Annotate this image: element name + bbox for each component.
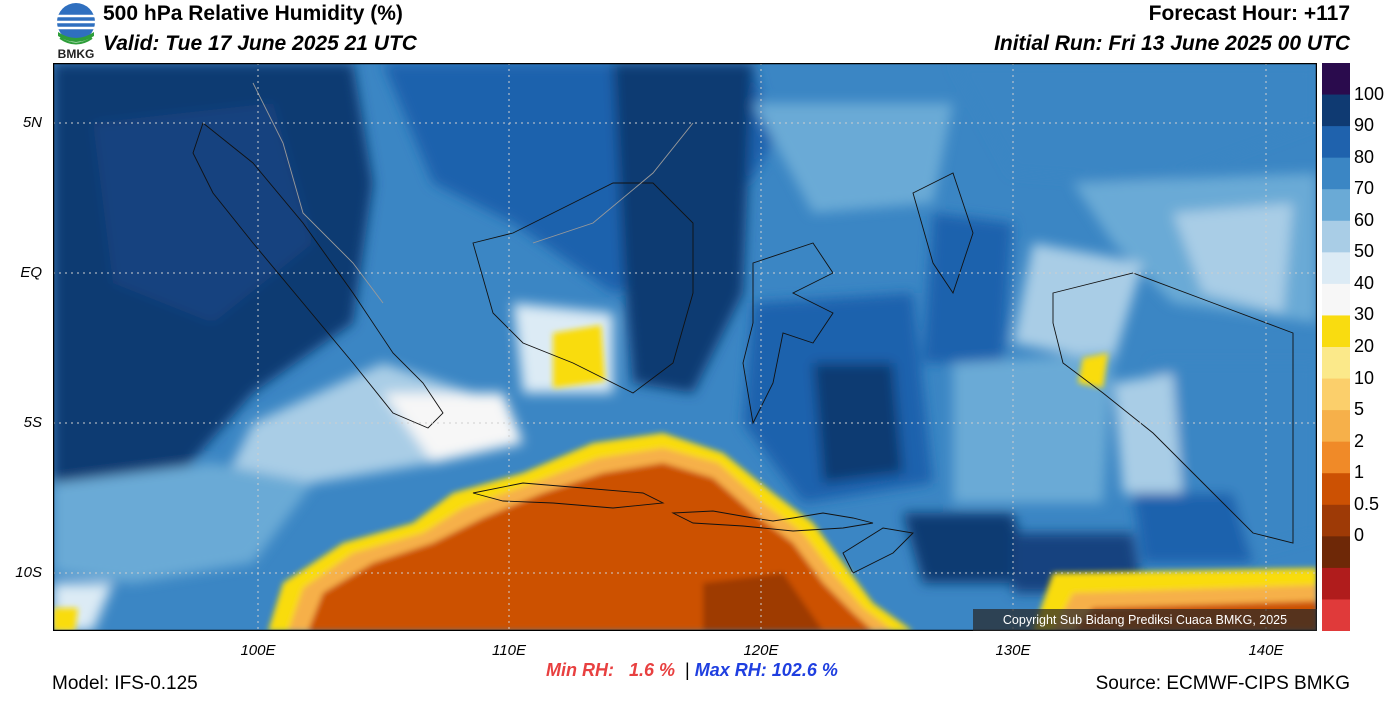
- colorbar-label: 5: [1354, 399, 1365, 420]
- colorbar-label: 0.5: [1354, 493, 1380, 514]
- colorbar-swatch: [1322, 189, 1350, 222]
- lon-label-140e: 140E: [1248, 642, 1284, 659]
- initial-run: Initial Run: Fri 13 June 2025 00 UTC: [994, 32, 1350, 55]
- min-rh-label: Min RH:: [546, 660, 614, 680]
- colorbar-swatch: [1322, 252, 1350, 285]
- min-rh-value: 1.6 %: [629, 660, 676, 680]
- source-label: Source: ECMWF-CIPS BMKG: [1095, 673, 1350, 694]
- colorbar-swatch: [1322, 63, 1350, 96]
- lat-label-5s: 5S: [23, 414, 42, 431]
- lon-label-130e: 130E: [995, 642, 1031, 659]
- lon-label-110e: 110E: [492, 642, 526, 659]
- lon-label-100e: 100E: [240, 642, 276, 659]
- colorbar-label: 0: [1354, 525, 1365, 546]
- lat-label-eq: EQ: [20, 264, 42, 281]
- colorbar-swatch: [1322, 567, 1350, 600]
- colorbar-swatch: [1322, 220, 1350, 253]
- colorbar-label: 100: [1354, 83, 1385, 104]
- chart-title: 500 hPa Relative Humidity (%): [103, 2, 403, 25]
- colorbar-label: 50: [1354, 241, 1375, 262]
- colorbar-label: 2: [1354, 430, 1365, 451]
- coastlines: [192, 122, 1294, 574]
- bmkg-logo: BMKG: [57, 3, 95, 60]
- colorbar-label: 1: [1354, 462, 1365, 483]
- lat-label-10s: 10S: [15, 564, 42, 581]
- lon-label-120e: 120E: [743, 642, 779, 659]
- colorbar-swatch: [1322, 536, 1350, 569]
- colorbar-swatch: [1322, 410, 1350, 443]
- colorbar-swatch: [1322, 315, 1350, 348]
- colorbar-label: 10: [1354, 367, 1375, 388]
- colorbar-swatch: [1322, 441, 1350, 474]
- colorbar-label: 30: [1354, 304, 1375, 325]
- colorbar-swatch: [1322, 283, 1350, 316]
- min-max-separator: |: [685, 660, 690, 680]
- valid-time: Valid: Tue 17 June 2025 21 UTC: [103, 32, 417, 55]
- svg-text:BMKG: BMKG: [58, 47, 95, 60]
- min-max-rh: Min RH: 1.6 % | Max RH: 102.6 %: [546, 660, 838, 681]
- lat-label-5n: 5N: [22, 114, 42, 131]
- forecast-hour: Forecast Hour: +117: [1148, 2, 1350, 25]
- colorbar-label: 80: [1354, 146, 1375, 167]
- model-label: Model: IFS-0.125: [52, 673, 198, 694]
- colorbar-swatch: [1322, 599, 1350, 631]
- colorbar-label: 40: [1354, 272, 1375, 293]
- copyright-note: Copyright Sub Bidang Prediksi Cuaca BMKG…: [973, 609, 1317, 631]
- colorbar-label: 70: [1354, 178, 1375, 199]
- max-rh-label: Max RH:: [694, 660, 767, 680]
- humidity-map: [53, 63, 1317, 631]
- colorbar-swatch: [1322, 94, 1350, 127]
- colorbar-swatch: [1322, 347, 1350, 380]
- colorbar-swatch: [1322, 504, 1350, 537]
- colorbar-swatch: [1322, 473, 1350, 506]
- max-rh-value: 102.6 %: [771, 660, 838, 680]
- colorbar-swatch: [1322, 157, 1350, 190]
- gridlines: [53, 63, 1317, 631]
- colorbar-label: 90: [1354, 115, 1375, 136]
- colorbar-swatch: [1322, 378, 1350, 411]
- colorbar-label: 20: [1354, 336, 1375, 356]
- colorbar: [1322, 63, 1350, 631]
- dry-region: [53, 325, 1317, 631]
- colorbar-swatch: [1322, 126, 1350, 159]
- colorbar-label: 60: [1354, 209, 1375, 230]
- borders: [252, 82, 694, 304]
